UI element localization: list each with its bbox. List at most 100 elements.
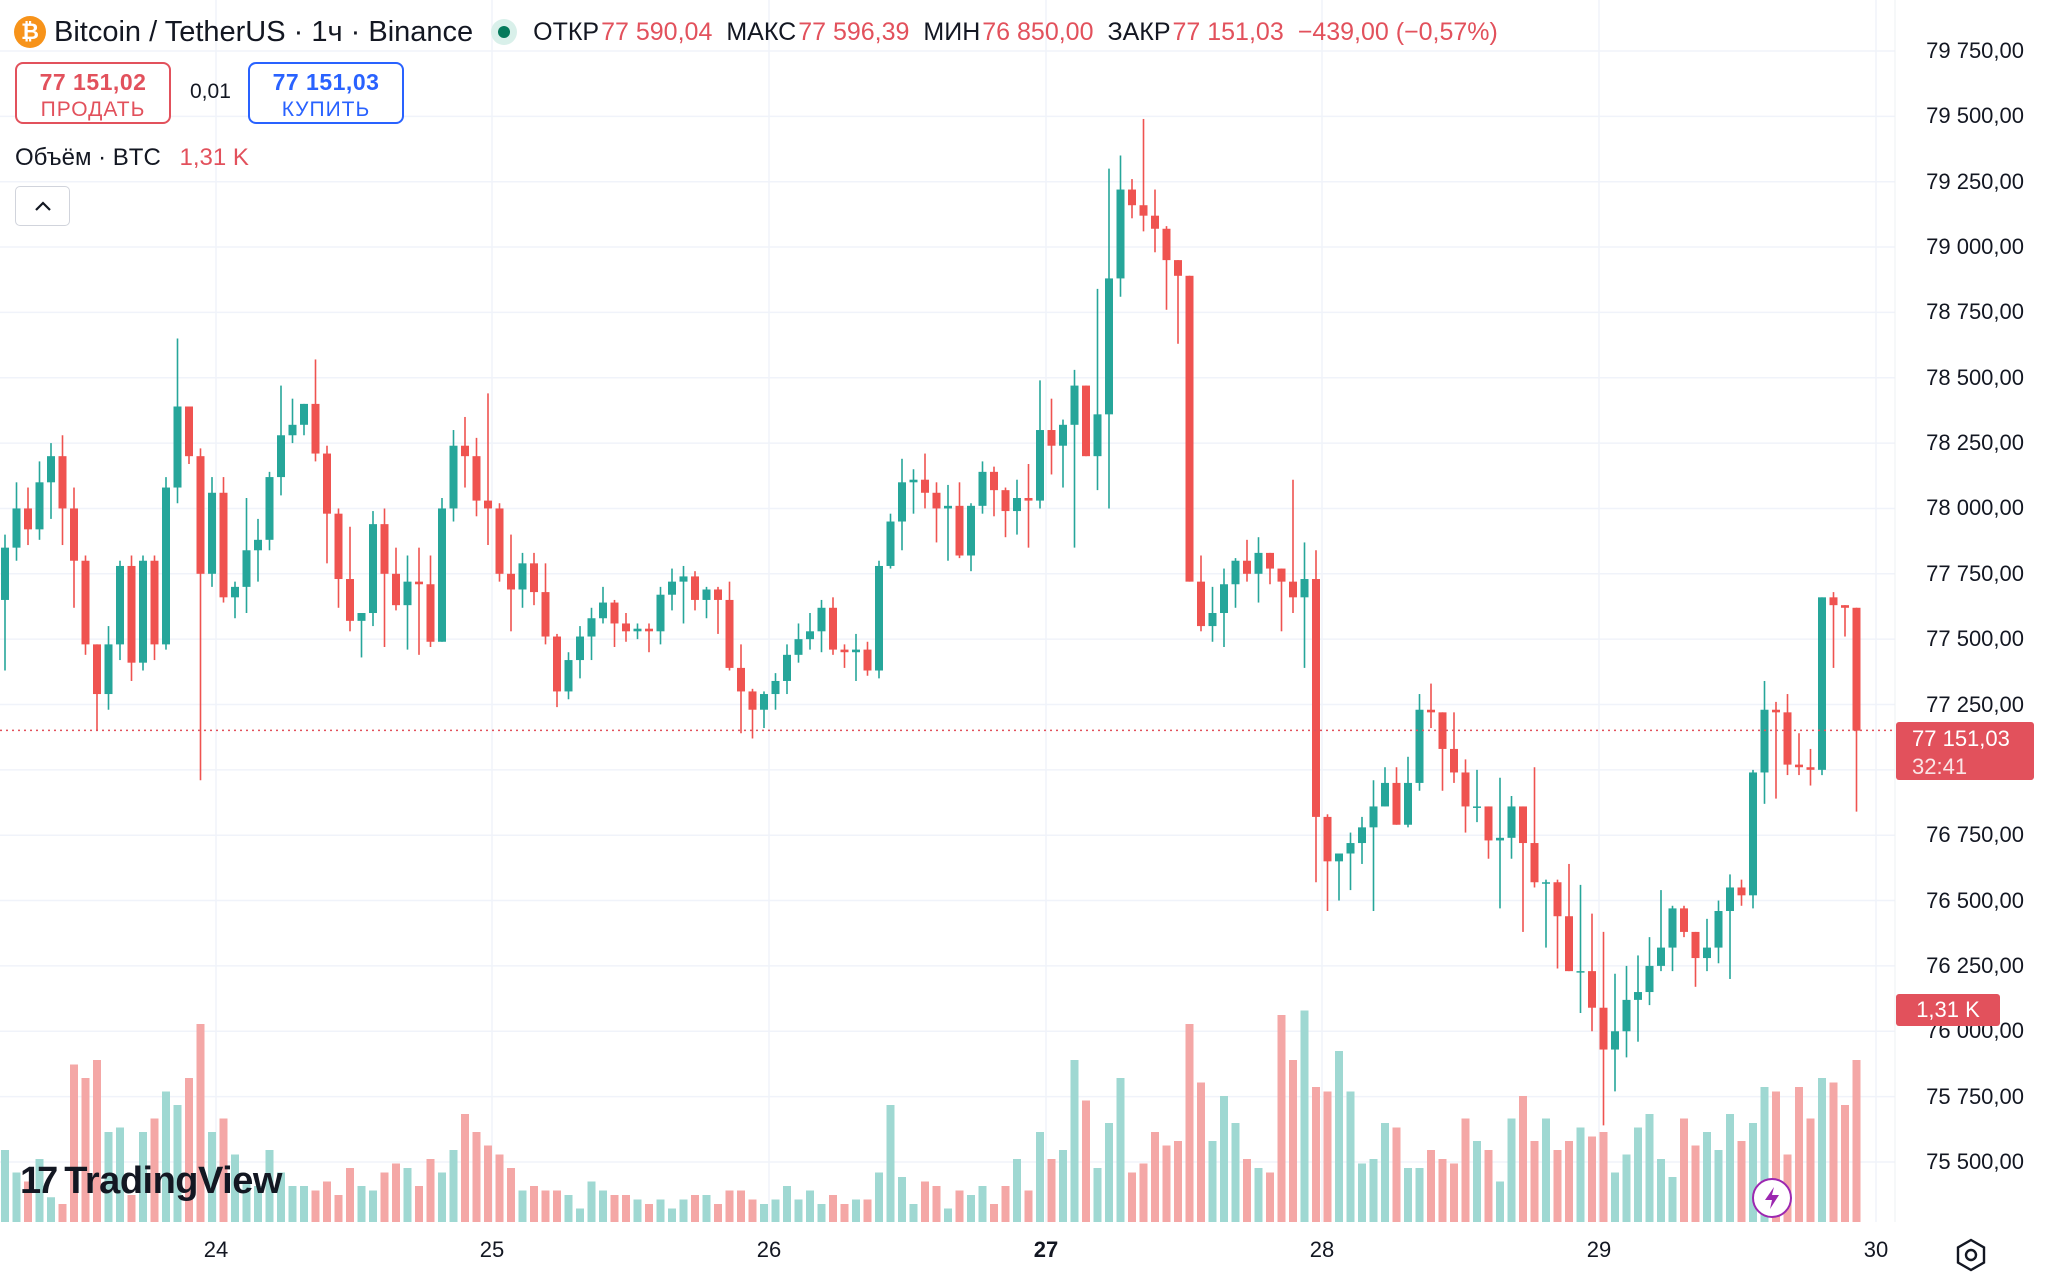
volume-bar (530, 1186, 538, 1222)
candle-body (507, 573, 515, 590)
volume-bar (219, 1118, 228, 1222)
volume-bar (1254, 1168, 1263, 1222)
volume-bar (944, 1208, 952, 1222)
candle-body (967, 505, 975, 556)
candle-body (771, 680, 780, 695)
volume-bar (334, 1195, 343, 1222)
volume-bar (1622, 1154, 1631, 1222)
volume-bar (1829, 1082, 1838, 1222)
candle-body (530, 563, 538, 593)
volume-legend[interactable]: Объём · BTC 1,31 K (15, 144, 249, 172)
volume-bar (1645, 1114, 1654, 1222)
candle-body (1473, 806, 1481, 808)
volume-bar (1806, 1118, 1815, 1222)
candle-body (1404, 782, 1412, 825)
volume-bar (518, 1190, 527, 1222)
price-tick-label: 77 750,00 (1926, 560, 2024, 586)
time-tick-label: 30 (1863, 1237, 1889, 1262)
candle-body (461, 445, 469, 457)
candle-body (495, 508, 504, 574)
volume-bar (725, 1190, 734, 1222)
candle-body (288, 424, 297, 436)
sell-button[interactable]: 77 151,02 ПРОДАТЬ (15, 62, 171, 124)
gear-icon[interactable] (1953, 1237, 1989, 1273)
candle-body (587, 618, 596, 637)
collapse-legend-button[interactable] (15, 186, 70, 226)
volume-bar (58, 1204, 67, 1222)
candle-body (1576, 971, 1585, 973)
volume-bar (1001, 1186, 1010, 1222)
volume-bar (737, 1190, 745, 1222)
candle-body (622, 623, 630, 632)
candle-body (1737, 887, 1746, 896)
candle-body (1542, 882, 1550, 884)
volume-bar (1174, 1141, 1182, 1222)
candle-body (415, 581, 423, 585)
volume-bar (1530, 1141, 1539, 1222)
lightning-icon[interactable] (1752, 1178, 1792, 1218)
volume-bar (576, 1208, 584, 1222)
volume-bar (1070, 1060, 1079, 1222)
price-tick-label: 75 750,00 (1926, 1083, 2024, 1109)
volume-bar (875, 1172, 883, 1222)
volume-bar (863, 1199, 872, 1222)
volume-bar (1312, 1087, 1320, 1222)
volume-bar (127, 1195, 136, 1222)
candle-body (656, 594, 665, 632)
candle-body (875, 565, 883, 671)
volume-bar (553, 1190, 561, 1222)
volume-bar (1151, 1132, 1159, 1222)
volume-bar (357, 1186, 366, 1222)
candle-body (1588, 971, 1596, 1008)
symbol-title[interactable]: Bitcoin / TetherUS · 1ч · Binance (54, 15, 474, 48)
volume-bar (1737, 1141, 1746, 1222)
price-tick-label: 78 750,00 (1926, 299, 2024, 325)
market-status-icon[interactable] (491, 19, 518, 45)
volume-bar (265, 1150, 274, 1222)
volume-bar (461, 1114, 469, 1222)
buy-button[interactable]: 77 151,03 КУПИТЬ (248, 62, 404, 124)
candle-body (1358, 827, 1366, 844)
volume-bar (1082, 1100, 1090, 1222)
price-tick-label: 77 250,00 (1926, 691, 2024, 717)
price-tick-label: 78 500,00 (1926, 364, 2024, 390)
volume-bar (1013, 1159, 1021, 1222)
candle-body (1093, 414, 1102, 457)
volume-bar (1392, 1127, 1401, 1222)
volume-bar (714, 1204, 722, 1222)
candle-body (1, 547, 9, 600)
candle-body (1565, 916, 1573, 972)
price-tick-label: 79 000,00 (1926, 234, 2024, 260)
candle-body (334, 513, 343, 580)
ohlc-legend: ОТКР 77 590,04 МАКС 77 596,39 МИН 76 850… (533, 18, 1498, 47)
candle-body (346, 579, 354, 621)
candle-body (93, 644, 101, 695)
volume-bar (932, 1186, 941, 1222)
candle-body (553, 636, 561, 692)
volume-bar (1105, 1123, 1113, 1222)
candle-body (24, 508, 32, 530)
spread-value: 0,01 (190, 80, 231, 103)
candle-body (81, 560, 90, 645)
candle-body (737, 667, 745, 692)
volume-bar (288, 1186, 297, 1222)
candle-body (1346, 843, 1355, 854)
tradingview-logo[interactable]: 17 TradingView (20, 1160, 282, 1202)
volume-bar (679, 1199, 688, 1222)
candle-body (196, 456, 205, 574)
candle-body (208, 492, 216, 574)
volume-bar (978, 1186, 987, 1222)
candle-body (541, 592, 550, 637)
volume-bar (691, 1195, 699, 1222)
volume-bar (185, 1078, 193, 1222)
candle-body (599, 602, 607, 619)
volume-bar (1599, 1132, 1608, 1222)
volume-bar (990, 1204, 998, 1222)
candle-body (1047, 430, 1056, 446)
volume-bar (1668, 1177, 1677, 1222)
volume-bar (1714, 1150, 1723, 1222)
candle-body (668, 581, 676, 595)
volume-bar (1496, 1181, 1504, 1222)
volume-bar (323, 1181, 331, 1222)
